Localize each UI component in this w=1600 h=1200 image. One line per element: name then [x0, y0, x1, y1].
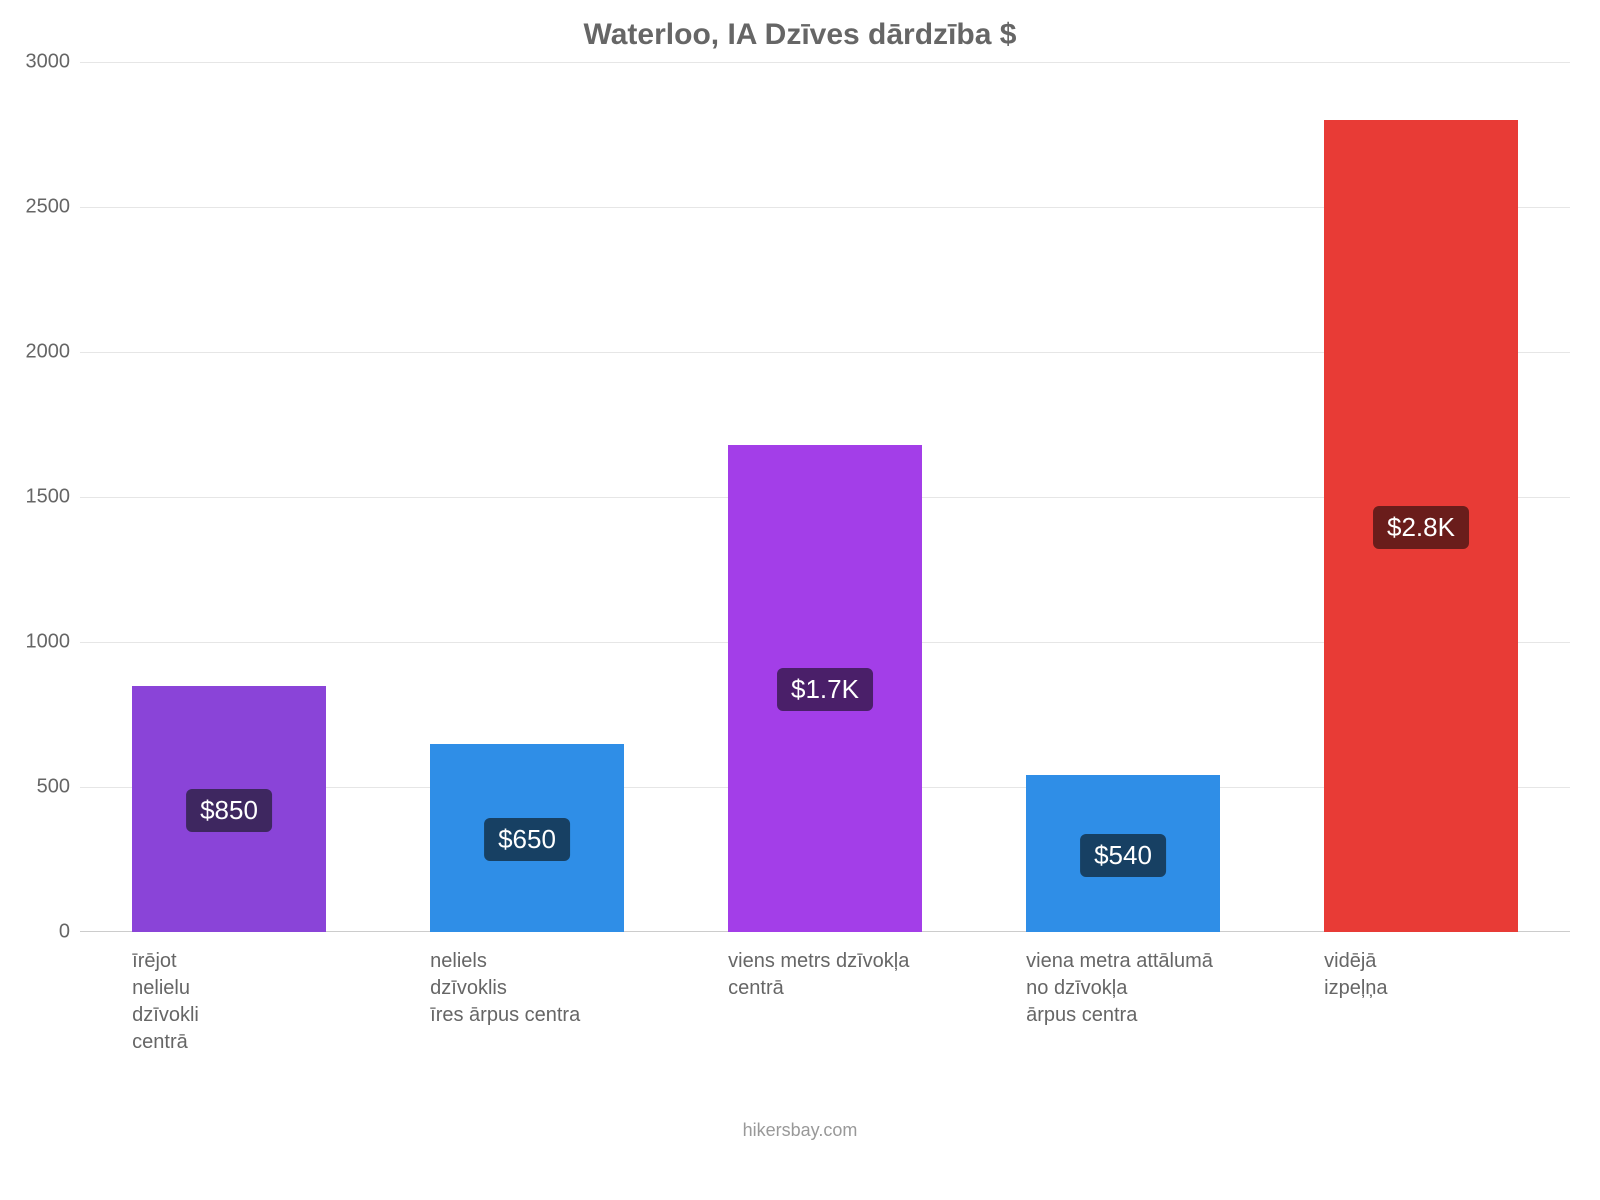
y-tick-label: 3000: [26, 51, 81, 74]
plot-area: 050010001500200025003000$850īrējot nelie…: [80, 62, 1570, 932]
cost-of-living-bar-chart: Waterloo, IA Dzīves dārdzība $ 050010001…: [0, 0, 1600, 1200]
bar: $1.7K: [728, 445, 922, 932]
grid-line: [80, 62, 1570, 63]
x-tick-label: vidējā izpeļņa: [1324, 932, 1558, 1002]
x-tick-label: viena metra attālumā no dzīvokļa ārpus c…: [1026, 932, 1260, 1029]
bar: $850: [132, 686, 326, 933]
x-tick-label: neliels dzīvoklis īres ārpus centra: [430, 932, 664, 1029]
bar-value-label: $2.8K: [1373, 506, 1469, 549]
y-tick-label: 2500: [26, 196, 81, 219]
y-tick-label: 0: [59, 921, 80, 944]
bar-value-label: $540: [1080, 834, 1166, 877]
bar: $650: [430, 744, 624, 933]
y-tick-label: 1000: [26, 631, 81, 654]
y-tick-label: 2000: [26, 341, 81, 364]
x-tick-label: viens metrs dzīvokļa centrā: [728, 932, 962, 1002]
bar: $540: [1026, 775, 1220, 932]
bar-value-label: $650: [484, 818, 570, 861]
bar-value-label: $1.7K: [777, 668, 873, 711]
y-tick-label: 500: [37, 776, 80, 799]
y-tick-label: 1500: [26, 486, 81, 509]
bar-value-label: $850: [186, 789, 272, 832]
x-tick-label: īrējot nelielu dzīvokli centrā: [132, 932, 366, 1056]
attribution-text: hikersbay.com: [0, 1120, 1600, 1141]
bar: $2.8K: [1324, 120, 1518, 932]
chart-title: Waterloo, IA Dzīves dārdzība $: [0, 18, 1600, 52]
